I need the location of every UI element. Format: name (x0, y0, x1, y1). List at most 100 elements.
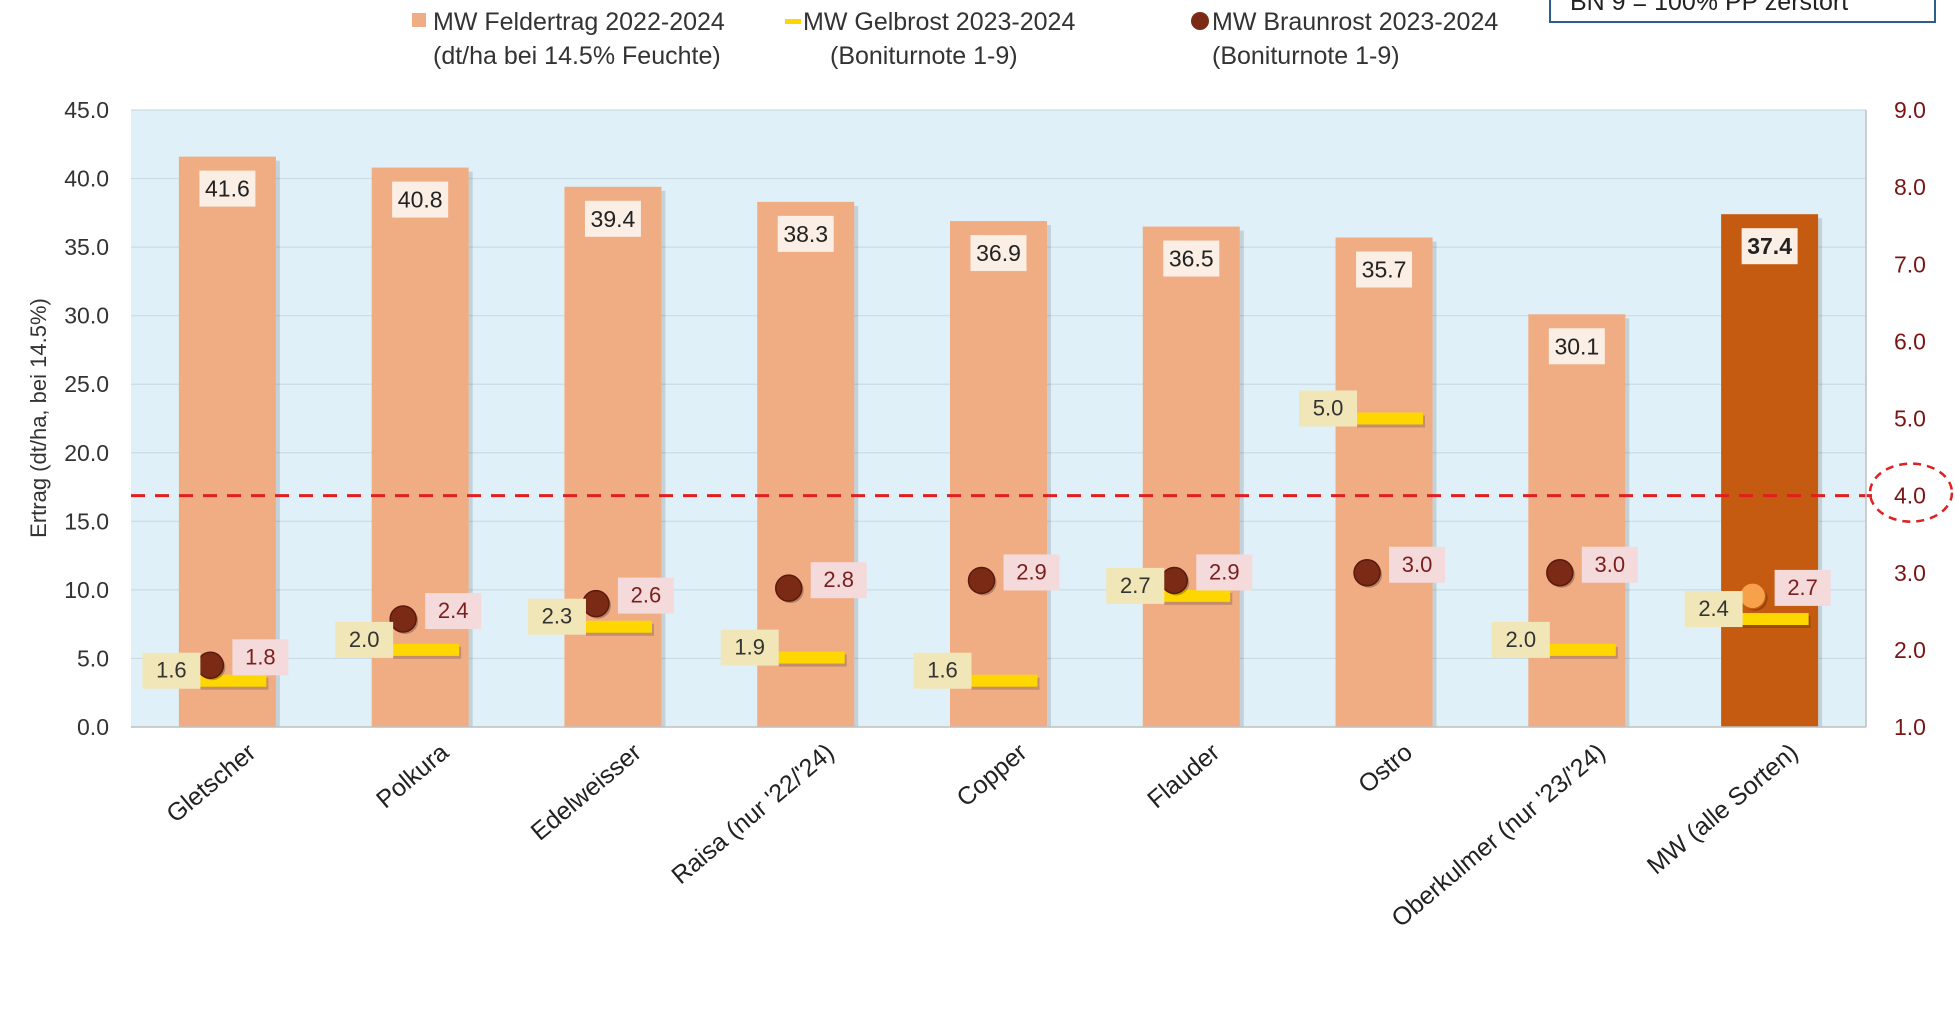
braunrost-label: 2.7 (1787, 575, 1818, 600)
gelbrost-label-bg (1684, 591, 1743, 628)
legend: MW Feldertrag 2022-2024 (dt/ha bei 14.5%… (412, 8, 1498, 70)
braunrost-marker (1160, 566, 1189, 595)
gelbrost-marker (1355, 412, 1424, 425)
bar (1528, 314, 1626, 727)
legend-label-braunrost-sub: (Boniturnote 1-9) (1212, 42, 1400, 70)
y-tick-label: 40.0 (64, 166, 109, 192)
braunrost-label-bg (232, 639, 289, 676)
bar-value-label: 36.5 (1169, 246, 1214, 272)
legend-swatch-braunrost (1191, 12, 1209, 30)
gelbrost-marker (1740, 613, 1809, 626)
braunrost-label: 2.4 (438, 598, 469, 623)
braunrost-label: 2.6 (631, 583, 662, 608)
gelbrost-label: 2.3 (542, 604, 573, 629)
bar-value-label: 39.4 (591, 206, 636, 232)
braunrost-marker (582, 589, 610, 618)
y-tick-label: 30.0 (64, 303, 109, 329)
gelbrost-marker (583, 620, 652, 633)
bar-value-label-bg (1548, 328, 1605, 365)
bar-value-label-bg (392, 181, 449, 218)
braunrost-label-bg (617, 577, 674, 614)
braunrost-marker (1353, 559, 1381, 587)
category-label: Oberkulmer (nur '23/'24) (1386, 738, 1610, 933)
bar-shadow (1818, 218, 1823, 727)
gelbrost-label-bg (720, 629, 779, 666)
braunrost-label: 3.0 (1402, 552, 1433, 577)
bar-value-label: 36.9 (976, 240, 1021, 266)
bar-shadow (1239, 230, 1244, 728)
gelbrost-label-bg (335, 621, 394, 658)
bar-shadow (468, 171, 473, 727)
bar-value-label-bg (777, 215, 834, 252)
legend-label-gelbrost-sub: (Boniturnote 1-9) (830, 42, 1018, 70)
bar-value-label-bg (970, 235, 1027, 272)
y2-tick-label: 9.0 (1894, 97, 1926, 123)
y2-tick-label: 6.0 (1894, 328, 1926, 354)
braunrost-marker (1738, 582, 1767, 610)
braunrost-label-bg (810, 562, 867, 599)
gelbrost-label: 1.6 (927, 658, 958, 683)
bar (950, 221, 1047, 727)
braunrost-label: 1.8 (245, 644, 276, 669)
category-label: Ostro (1353, 738, 1418, 799)
legend-label-gelbrost: MW Gelbrost 2023-2024 (803, 8, 1075, 36)
braunrost-label-bg (425, 593, 482, 630)
braunrost-label-bg (1196, 554, 1253, 591)
gelbrost-marker (1547, 643, 1616, 656)
gelbrost-marker (969, 674, 1038, 687)
braunrost-marker (774, 574, 803, 602)
bar-value-label-bg (1356, 251, 1413, 288)
bar-value-label: 40.8 (398, 187, 443, 213)
y-tick-label: 15.0 (64, 508, 109, 534)
y2-tick-label: 3.0 (1894, 560, 1926, 586)
bar-shadow (661, 190, 666, 727)
legend-swatch-yield (412, 13, 426, 27)
bar-value-label-bg (584, 200, 641, 237)
y2-tick-label: 8.0 (1894, 174, 1926, 200)
gelbrost-label: 1.6 (156, 658, 187, 683)
braunrost-label: 3.0 (1595, 552, 1626, 577)
gelbrost-label: 1.9 (734, 635, 765, 660)
threshold-highlight-circle (1868, 462, 1954, 523)
bar-shadow (1047, 225, 1051, 727)
gelbrost-label: 5.0 (1313, 396, 1344, 421)
y-tick-label: 0.0 (77, 714, 109, 740)
braunrost-label-bg (1581, 546, 1638, 583)
bar-shadow (275, 160, 280, 727)
y-axis-title: Ertrag (dt/ha, bei 14.5%) (26, 298, 51, 538)
gelbrost-label: 2.0 (349, 627, 380, 652)
category-label: Raisa (nur '22/'24) (666, 738, 839, 890)
bar-value-label: 41.6 (205, 176, 250, 202)
y2-tick-label: 4.0 (1894, 483, 1926, 509)
braunrost-label-bg (1774, 569, 1831, 606)
y2-tick-label: 1.0 (1894, 714, 1926, 740)
note-box-frame (1549, 0, 1936, 23)
y-tick-label: 20.0 (64, 440, 109, 466)
gelbrost-marker (776, 651, 845, 664)
bar (1721, 214, 1819, 727)
bar-value-label-bg (199, 170, 256, 207)
legend-label-yield: MW Feldertrag 2022-2024 (433, 8, 725, 36)
gelbrost-label-bg (1491, 621, 1550, 658)
bar-value-label: 30.1 (1554, 333, 1599, 359)
y-tick-label: 10.0 (64, 577, 109, 603)
markers (196, 412, 1811, 690)
braunrost-label: 2.9 (1016, 559, 1047, 584)
bar-value-label-bg (1741, 228, 1798, 265)
note-text: BN 9 = 100% PP zerstört (1570, 0, 1848, 16)
bar-shadow (1432, 241, 1437, 727)
braunrost-label: 2.8 (823, 567, 854, 592)
bar (1335, 237, 1433, 727)
bar-shadow (854, 205, 859, 727)
bar-value-label: 38.3 (783, 221, 828, 247)
bar (564, 186, 662, 727)
category-label: Polkura (371, 738, 454, 814)
y-tick-label: 5.0 (77, 645, 109, 671)
y-tick-label: 25.0 (64, 371, 109, 397)
braunrost-label: 2.9 (1209, 559, 1240, 584)
bar-value-label-bg (1163, 240, 1220, 277)
braunrost-marker (389, 605, 417, 633)
bar-value-label: 35.7 (1362, 257, 1407, 283)
category-label: Copper (952, 738, 1033, 812)
